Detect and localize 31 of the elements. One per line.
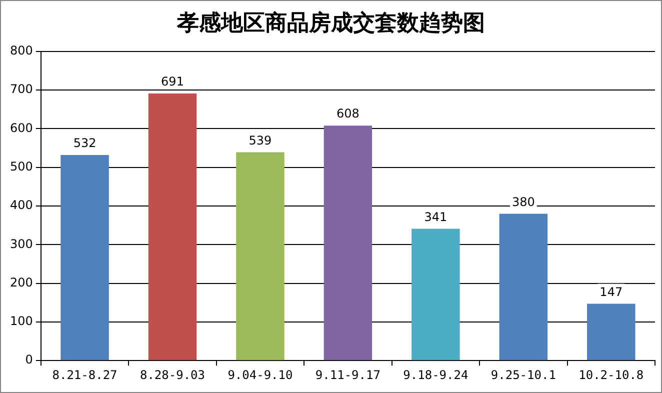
x-tick-label: 8.28-9.03 [140, 368, 206, 382]
y-tick-label: 600 [10, 120, 33, 135]
x-tick-label: 9.11-9.17 [315, 368, 380, 382]
bar [236, 152, 284, 360]
y-tick-label: 200 [10, 275, 33, 290]
data-label: 539 [248, 133, 272, 148]
x-tick-label: 9.25-10.1 [490, 368, 556, 382]
y-tick-label: 700 [10, 82, 33, 96]
x-tick-label: 9.04-9.10 [228, 368, 293, 382]
bar [412, 228, 460, 360]
bar [587, 304, 636, 360]
bar [324, 126, 372, 360]
data-label: 341 [424, 210, 448, 224]
bar [499, 214, 548, 360]
bar [60, 154, 109, 360]
y-tick-label: 500 [10, 159, 33, 174]
chart-title: 孝感地区商品房成交套数趋势图 [176, 10, 485, 36]
y-tick-label: 400 [10, 198, 33, 212]
x-tick-label: 10.2-10.8 [578, 368, 644, 382]
data-label: 380 [512, 194, 535, 209]
data-label: 691 [161, 74, 184, 89]
y-tick-label: 800 [10, 44, 33, 58]
y-tick-label: 100 [10, 314, 33, 328]
data-label: 608 [336, 106, 360, 121]
data-label: 532 [73, 136, 96, 150]
x-tick-label: 9.18-9.24 [403, 368, 468, 382]
y-tick-label: 300 [10, 236, 33, 251]
y-tick-label: 0 [25, 352, 33, 367]
data-label: 147 [600, 284, 623, 299]
bar [148, 94, 197, 360]
x-tick-label: 8.21-8.27 [52, 368, 118, 382]
